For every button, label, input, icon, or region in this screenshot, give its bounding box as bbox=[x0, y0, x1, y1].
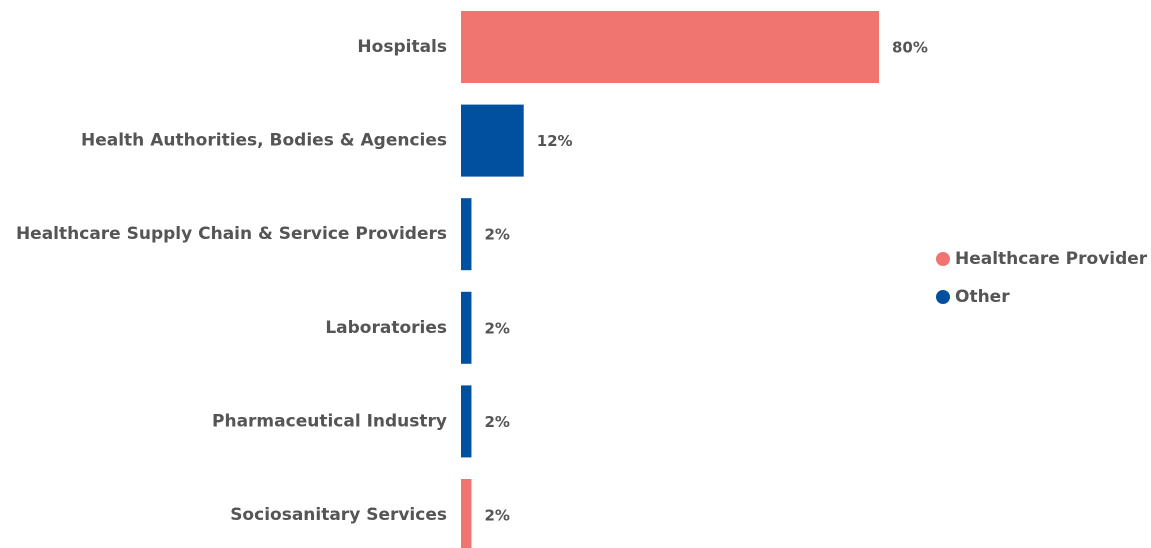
legend-marker bbox=[936, 252, 950, 266]
category-label: Pharmaceutical Industry bbox=[212, 411, 447, 431]
value-label: 2% bbox=[484, 319, 509, 337]
value-label: 2% bbox=[484, 226, 509, 244]
bar bbox=[461, 291, 472, 364]
category-label: Sociosanitary Services bbox=[230, 505, 447, 525]
legend-label: Other bbox=[955, 287, 1010, 307]
bar bbox=[461, 479, 472, 548]
legend-marker bbox=[936, 290, 950, 304]
bar bbox=[461, 385, 472, 458]
bar bbox=[461, 198, 472, 271]
category-label: Laboratories bbox=[325, 318, 447, 338]
category-label: Healthcare Supply Chain & Service Provid… bbox=[16, 224, 447, 244]
value-label: 80% bbox=[892, 39, 928, 57]
bar bbox=[461, 11, 879, 83]
bar bbox=[461, 104, 524, 177]
value-label: 2% bbox=[484, 507, 509, 525]
value-label: 2% bbox=[484, 413, 509, 431]
category-label: Hospitals bbox=[357, 37, 447, 57]
value-label: 12% bbox=[537, 132, 573, 150]
category-label: Health Authorities, Bodies & Agencies bbox=[81, 131, 447, 151]
legend-label: Healthcare Provider bbox=[955, 249, 1148, 269]
